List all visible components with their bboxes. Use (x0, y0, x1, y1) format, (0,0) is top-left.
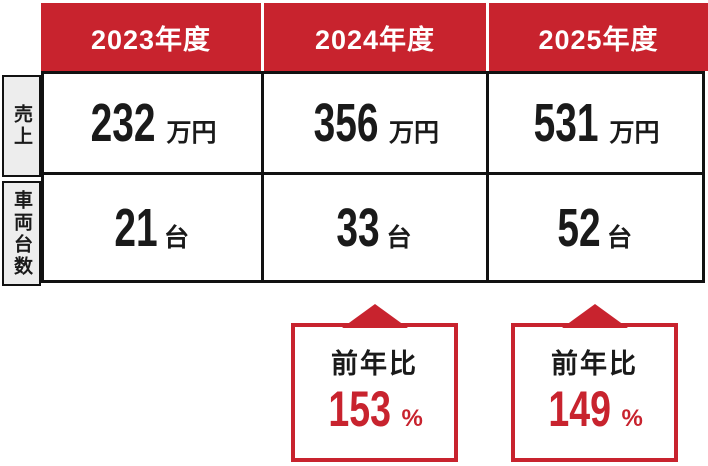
vehicles-cell-2025: 52 台 (489, 175, 702, 280)
arrow-up-icon (561, 304, 628, 328)
vehicles-unit-2024: 台 (386, 223, 412, 252)
yoy-callout-2025: 前年比 149 % (511, 304, 678, 462)
year-header-2024: 2024年度 (264, 3, 486, 71)
vehicles-value-2023: 21 (114, 197, 158, 258)
yoy-unit-2024: % (401, 405, 423, 432)
yoy-value-2025: 149 (548, 381, 612, 437)
year-header-2025: 2025年度 (489, 3, 708, 71)
yoy-label-2024: 前年比 (331, 349, 418, 379)
vehicles-value-2025: 52 (557, 197, 601, 258)
vehicles-unit-2025: 台 (607, 223, 633, 252)
yoy-value-2024: 153 (328, 381, 392, 437)
sales-cell-2024: 356 万円 (264, 74, 489, 175)
data-table-body: 232 万円 356 万円 531 万円 21 台 33 台 (41, 71, 705, 283)
arrow-up-icon (341, 304, 408, 328)
vehicles-cell-2024: 33 台 (264, 175, 489, 280)
sales-value-2023: 232 (91, 93, 156, 153)
yoy-callout-2024: 前年比 153 % (291, 304, 458, 462)
row-label-sales: 売上 (2, 75, 41, 177)
sales-value-2025: 531 (534, 93, 599, 153)
sales-unit-2024: 万円 (389, 119, 440, 147)
row-label-vehicle-count: 車両台数 (2, 181, 41, 286)
yoy-label-2025: 前年比 (551, 349, 638, 379)
vehicles-value-2024: 33 (336, 197, 381, 258)
vehicles-cell-2023: 21 台 (44, 175, 264, 280)
year-header-2023: 2023年度 (41, 3, 261, 71)
sales-unit-2025: 万円 (609, 119, 660, 147)
yoy-unit-2025: % (621, 405, 643, 432)
sales-unit-2023: 万円 (166, 119, 217, 147)
sales-cell-2025: 531 万円 (489, 74, 702, 175)
sales-value-2024: 356 (313, 93, 379, 153)
sales-cell-2023: 232 万円 (44, 74, 264, 175)
vehicles-unit-2023: 台 (164, 223, 190, 252)
